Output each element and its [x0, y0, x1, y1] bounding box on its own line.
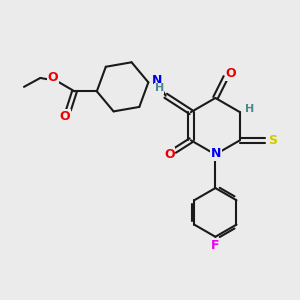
- Text: S: S: [268, 134, 277, 147]
- Text: O: O: [48, 71, 58, 84]
- Text: N: N: [152, 74, 162, 87]
- Text: O: O: [226, 67, 236, 80]
- Text: H: H: [245, 104, 254, 114]
- Text: H: H: [154, 83, 164, 93]
- Text: N: N: [211, 147, 221, 161]
- Text: O: O: [60, 110, 70, 123]
- Text: O: O: [164, 148, 175, 161]
- Text: F: F: [211, 238, 220, 252]
